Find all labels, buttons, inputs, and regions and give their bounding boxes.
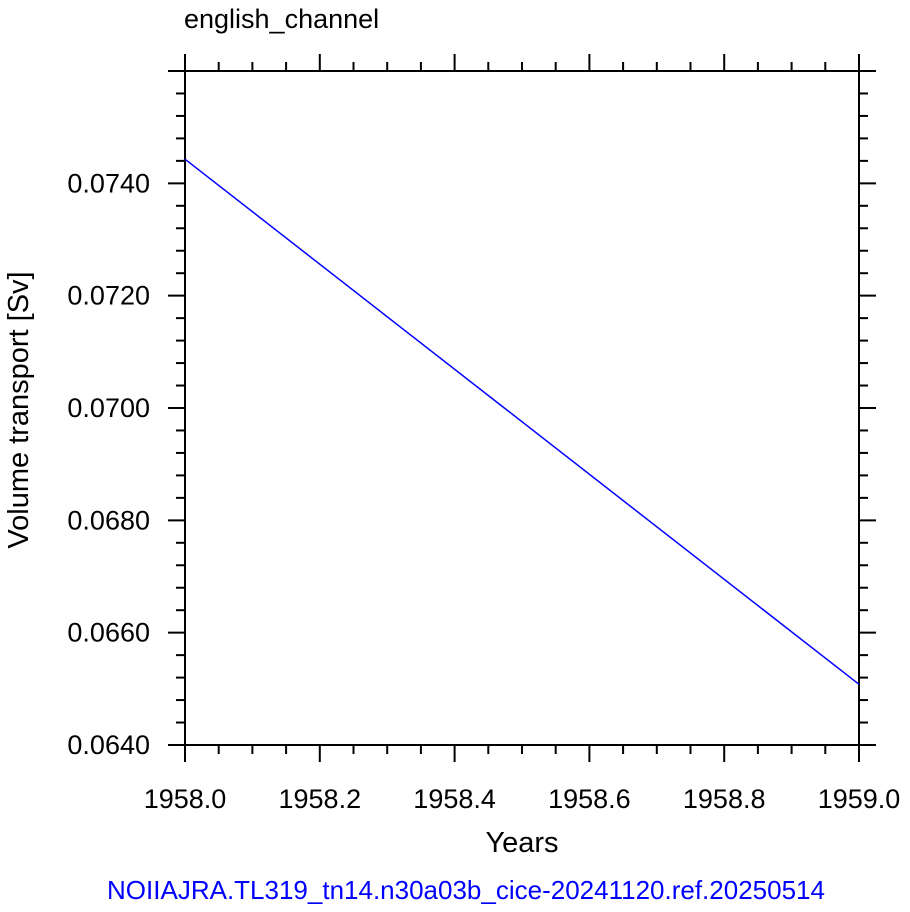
x-tick-label: 1958.8	[683, 784, 766, 814]
y-tick-label: 0.0740	[67, 168, 150, 198]
chart-title: english_channel	[184, 4, 379, 34]
y-tick-label: 0.0660	[67, 618, 150, 648]
x-tick-label: 1959.0	[818, 784, 901, 814]
y-tick-label: 0.0640	[67, 730, 150, 760]
y-tick-labels: 0.0640 0.0660 0.0680 0.0700 0.0720 0.0740	[67, 168, 150, 760]
axis-ticks	[168, 54, 876, 762]
footer-run-id: NOIIAJRA.TL319_tn14.n30a03b_cice-2024112…	[107, 875, 825, 905]
y-tick-label: 0.0680	[67, 505, 150, 535]
x-tick-label: 1958.2	[279, 784, 362, 814]
x-tick-labels: 1958.0 1958.2 1958.4 1958.6 1958.8 1959.0	[144, 784, 901, 814]
y-axis-title: Volume transport [Sv]	[3, 271, 35, 548]
y-tick-label: 0.0720	[67, 281, 150, 311]
series-line	[184, 158, 860, 685]
x-tick-label: 1958.6	[548, 784, 631, 814]
series-layer	[184, 158, 860, 685]
y-tick-label: 0.0700	[67, 393, 150, 423]
x-axis-title: Years	[485, 827, 558, 859]
plot-frame	[184, 70, 860, 746]
x-tick-label: 1958.0	[144, 784, 227, 814]
x-tick-label: 1958.4	[413, 784, 496, 814]
